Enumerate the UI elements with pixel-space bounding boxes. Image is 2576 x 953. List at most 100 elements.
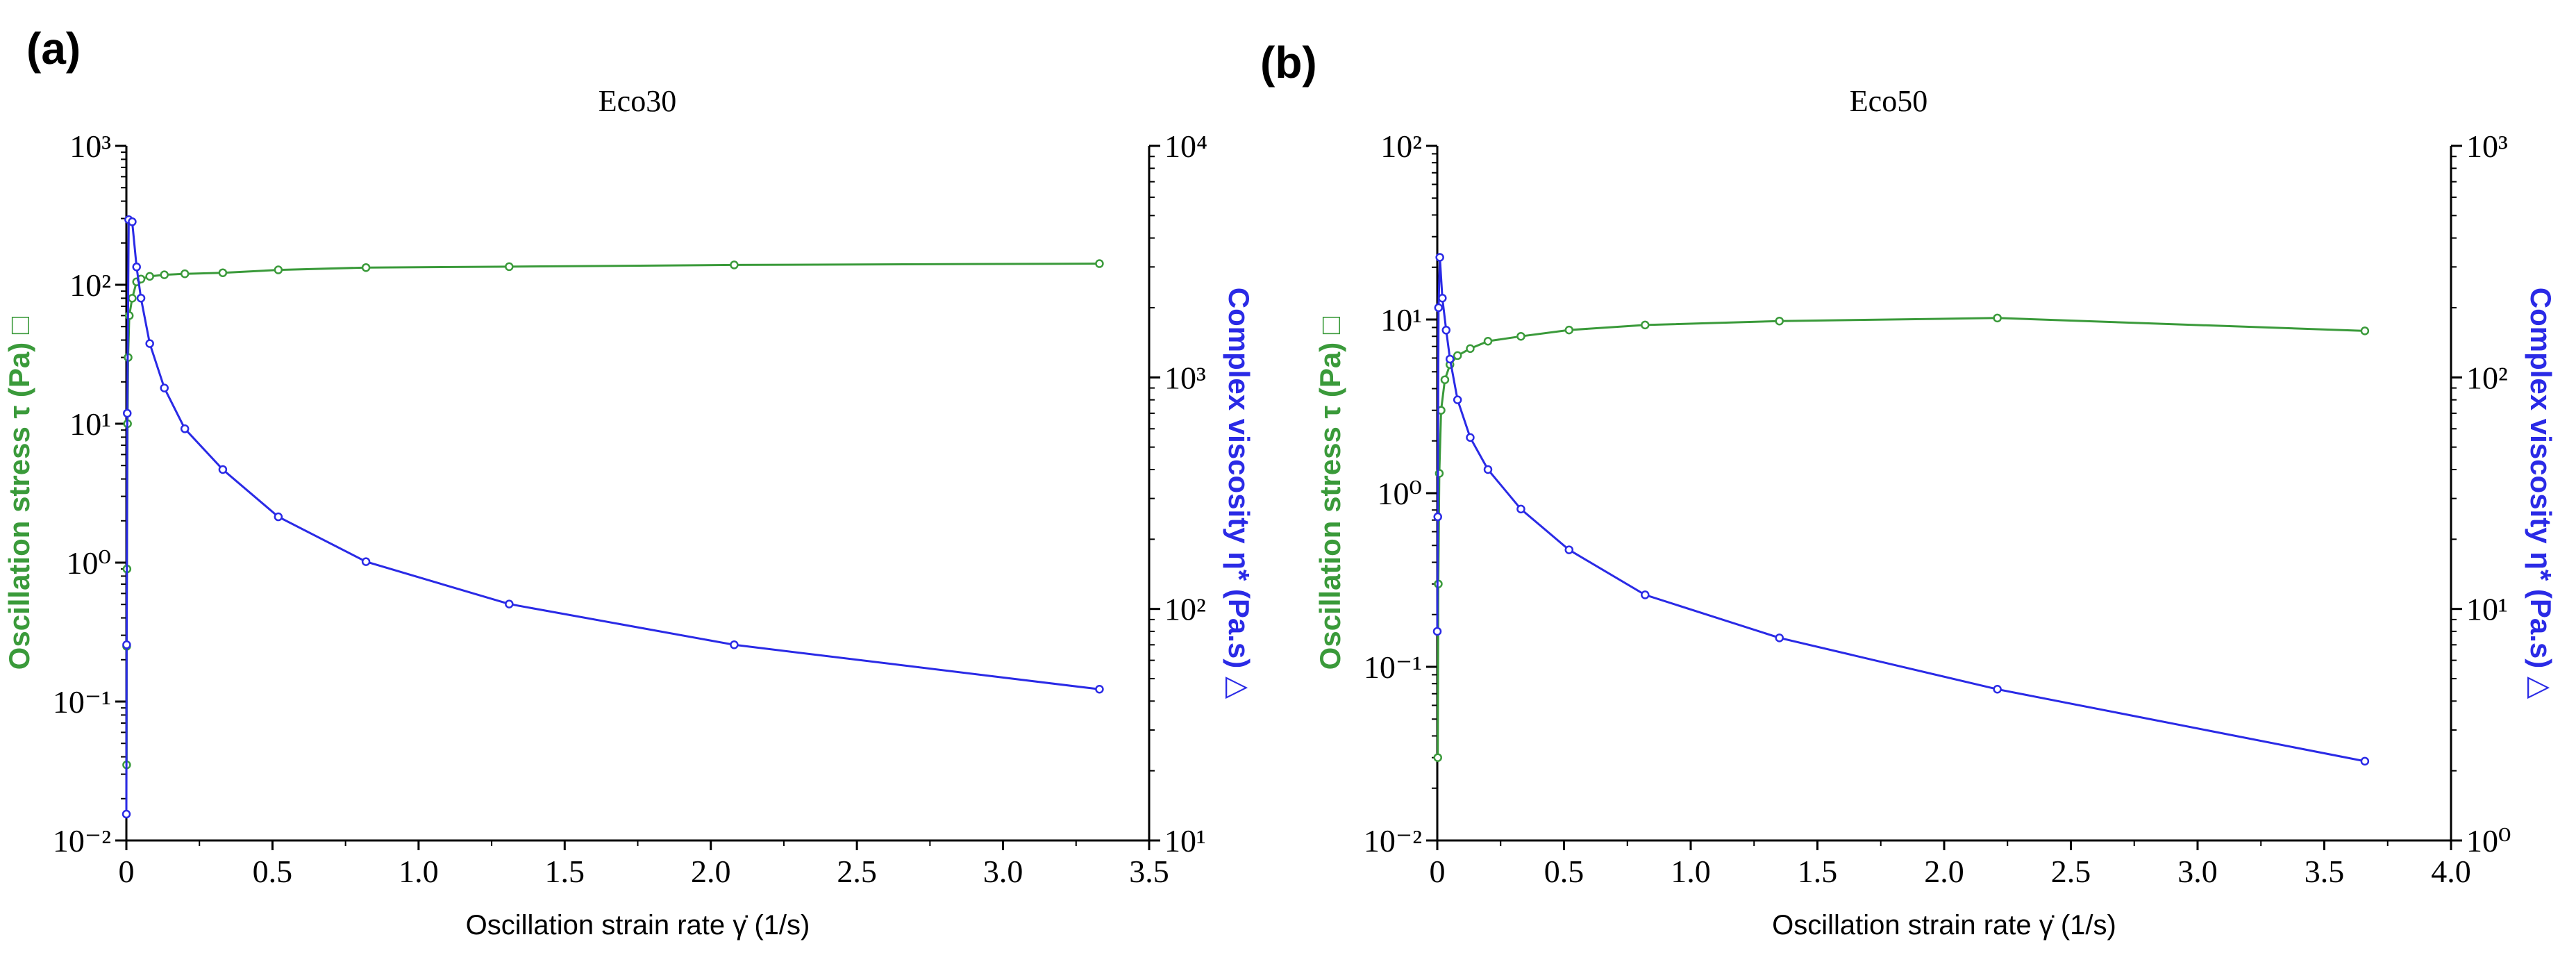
stress-data-point (1993, 313, 2002, 323)
plot-area-b: 0 0.5 1.0 1.5 2.0 2.5 3.0 3.5 4.0 10⁻² 10⁻¹ 10⁰ 10¹ 1… (1314, 129, 2557, 940)
stress-data-point (145, 272, 154, 281)
viscosity-data-point (361, 557, 371, 566)
right-y-tick-label: 10¹ (1164, 823, 1206, 859)
stress-data-point (1433, 753, 1442, 762)
stress-data-point (1775, 316, 1784, 326)
stress-data-point (1453, 351, 1462, 361)
right-y-axis-label: Complex viscosity η* (Pa.s) △ (1223, 288, 1255, 699)
viscosity-data-point (218, 465, 228, 474)
x-tick-label: 0.5 (1544, 854, 1584, 889)
viscosity-series-line (125, 217, 1100, 815)
viscosity-data-point (1435, 253, 1444, 262)
left-y-axis-label: Oscillation stress τ (Pa) □ (1314, 316, 1346, 670)
viscosity-data-point (1095, 685, 1104, 694)
x-tick-label: 3.0 (983, 854, 1023, 889)
viscosity-data-point (2360, 756, 2370, 766)
viscosity-series-line (1436, 257, 2366, 763)
left-y-tick-label: 10⁻² (1364, 823, 1422, 859)
left-y-tick-label: 10⁻¹ (53, 684, 111, 720)
left-y-tick-label: 10⁰ (67, 545, 111, 581)
viscosity-data-point (1432, 627, 1442, 636)
viscosity-data-point (122, 809, 131, 819)
x-tick-label: 4.0 (2431, 854, 2471, 889)
left-y-axis-label: Oscillation stress τ (Pa) □ (3, 316, 35, 670)
viscosity-data-point (1775, 633, 1784, 643)
right-y-tick-label: 10⁰ (2466, 823, 2511, 859)
right-y-tick-label: 10³ (1164, 360, 1206, 395)
viscosity-data-point (145, 339, 154, 348)
x-tick-label: 1.0 (1671, 854, 1711, 889)
stress-data-point (505, 262, 514, 272)
x-axis-label: Oscillation strain rate γ̇ (1/s) (466, 910, 810, 940)
x-tick-label: 0 (1430, 854, 1446, 889)
x-tick-label: 0.5 (253, 854, 293, 889)
stress-data-point (180, 269, 190, 279)
x-tick-label: 1.0 (399, 854, 439, 889)
viscosity-data-point (1993, 685, 2002, 694)
stress-data-point (124, 311, 134, 320)
viscosity-data-point (123, 408, 132, 418)
chart-title-a: Eco30 (599, 84, 676, 118)
viscosity-data-point (1446, 354, 1455, 364)
stress-data-point (2360, 326, 2370, 335)
left-y-tick-label: 10⁰ (1378, 476, 1422, 511)
viscosity-data-point (730, 640, 739, 649)
chart-panel-b: (b) Eco50 0 0.5 1.0 1.5 2.0 2.5 3.0 3.5 4.0 10⁻² 1… (1260, 38, 2557, 940)
x-tick-label: 3.5 (2305, 854, 2345, 889)
viscosity-data-point (1564, 545, 1574, 554)
viscosity-data-point (1441, 326, 1451, 335)
viscosity-data-point (1483, 465, 1493, 474)
viscosity-data-point (1453, 395, 1462, 404)
stress-data-point (128, 294, 137, 303)
panel-label-b: (b) (1260, 38, 1317, 88)
stress-data-point (1641, 320, 1650, 330)
stress-data-point (1440, 375, 1450, 384)
chart-title-b: Eco50 (1850, 84, 1927, 118)
viscosity-data-point (1433, 512, 1442, 522)
stress-data-point (1466, 344, 1475, 354)
panel-label-a: (a) (26, 24, 81, 74)
x-tick-label: 3.5 (1129, 854, 1169, 889)
x-axis-label: Oscillation strain rate γ̇ (1/s) (1772, 910, 2116, 940)
stress-data-point (1095, 259, 1104, 268)
viscosity-data-point (128, 217, 137, 226)
left-y-tick-label: 10⁻² (53, 823, 111, 859)
right-y-tick-label: 10¹ (2466, 592, 2508, 627)
viscosity-data-point (1434, 303, 1444, 313)
viscosity-data-point (274, 512, 283, 522)
viscosity-data-point (122, 640, 131, 649)
x-tick-label: 0 (119, 854, 135, 889)
stress-data-point (1483, 336, 1493, 346)
stress-data-point (218, 268, 228, 277)
right-y-tick-label: 10² (2466, 360, 2508, 395)
viscosity-data-point (136, 293, 146, 303)
stress-data-point (361, 263, 371, 272)
left-y-tick-label: 10² (69, 267, 111, 303)
viscosity-data-point (1641, 590, 1650, 599)
stress-series-line (125, 263, 1100, 765)
right-y-tick-label: 10² (1164, 592, 1206, 627)
x-tick-label: 1.5 (545, 854, 585, 889)
left-y-tick-label: 10¹ (69, 406, 111, 442)
right-y-tick-label: 10³ (2466, 129, 2508, 164)
viscosity-data-point (160, 383, 169, 392)
x-tick-label: 1.5 (1798, 854, 1838, 889)
right-y-axis-label: Complex viscosity η* (Pa.s) △ (2525, 288, 2557, 699)
left-y-tick-label: 10² (1380, 129, 1422, 164)
left-y-tick-label: 10⁻¹ (1364, 649, 1422, 685)
stress-data-point (730, 260, 739, 270)
viscosity-data-point (505, 599, 514, 608)
x-tick-label: 2.5 (837, 854, 877, 889)
plot-area-a: 0 0.5 1.0 1.5 2.0 2.5 3.0 3.5 10⁻² 10⁻¹ 10⁰ 10¹ 10² 1… (3, 129, 1255, 940)
stress-data-point (160, 270, 169, 279)
x-tick-label: 3.0 (2177, 854, 2218, 889)
viscosity-data-point (1466, 433, 1475, 442)
left-y-tick-label: 10³ (69, 129, 111, 164)
viscosity-data-point (1438, 293, 1447, 303)
stress-data-point (1564, 325, 1574, 335)
stress-data-point (274, 265, 283, 274)
viscosity-data-point (1516, 504, 1525, 514)
x-tick-label: 2.0 (1924, 854, 1964, 889)
left-y-tick-label: 10¹ (1380, 302, 1422, 338)
